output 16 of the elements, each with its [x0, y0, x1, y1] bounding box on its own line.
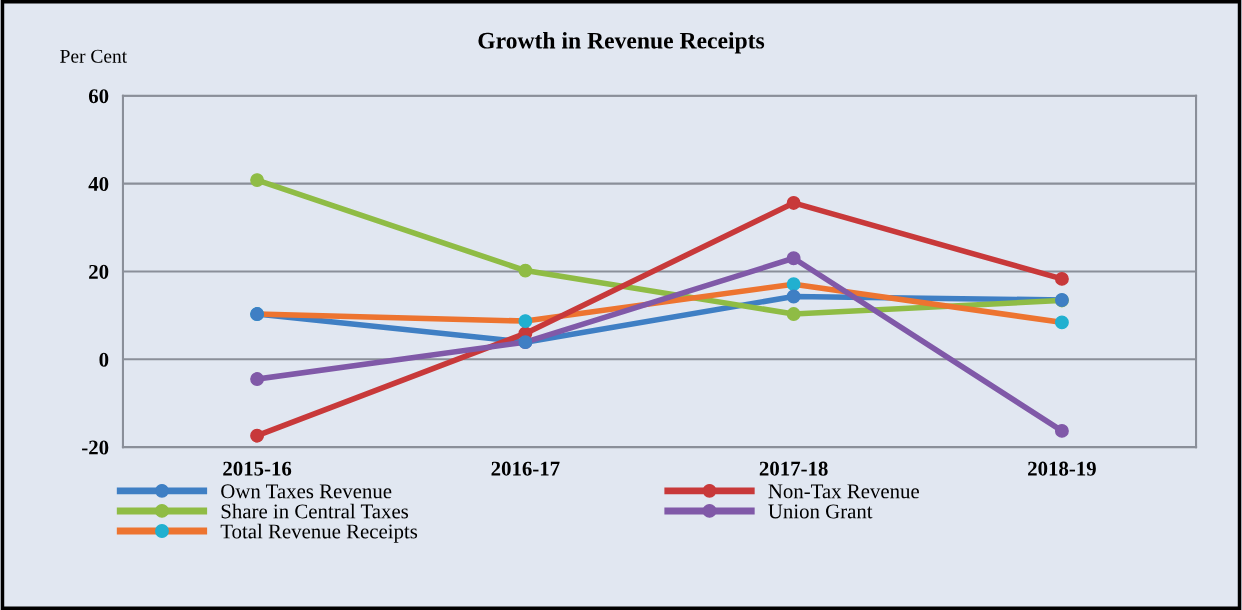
x-tick-label: 2017-18 — [759, 461, 828, 476]
legend-label: Own Taxes Revenue — [221, 484, 392, 499]
y-axis-title: Per Cent — [60, 49, 128, 63]
legend-label: Total Revenue Receipts — [220, 523, 418, 543]
y-tick-label: -20 — [82, 440, 109, 455]
y-tick-label: 20 — [89, 264, 109, 279]
y-tick-label: 0 — [99, 352, 109, 367]
legend-label: Union Grant — [768, 504, 873, 519]
y-tick-label: 60 — [88, 89, 109, 104]
x-tick-label: 2015-16 — [223, 461, 292, 476]
legend-label: Non-Tax Revenue — [768, 484, 919, 499]
legend-label: Share in Central Taxes — [221, 503, 409, 519]
y-tick-label: 40 — [88, 176, 109, 192]
x-tick-label: 2018-19 — [1028, 461, 1096, 476]
x-tick-label: 2016-17 — [491, 461, 560, 476]
chart-title: Growth in Revenue Receipts — [478, 31, 765, 54]
